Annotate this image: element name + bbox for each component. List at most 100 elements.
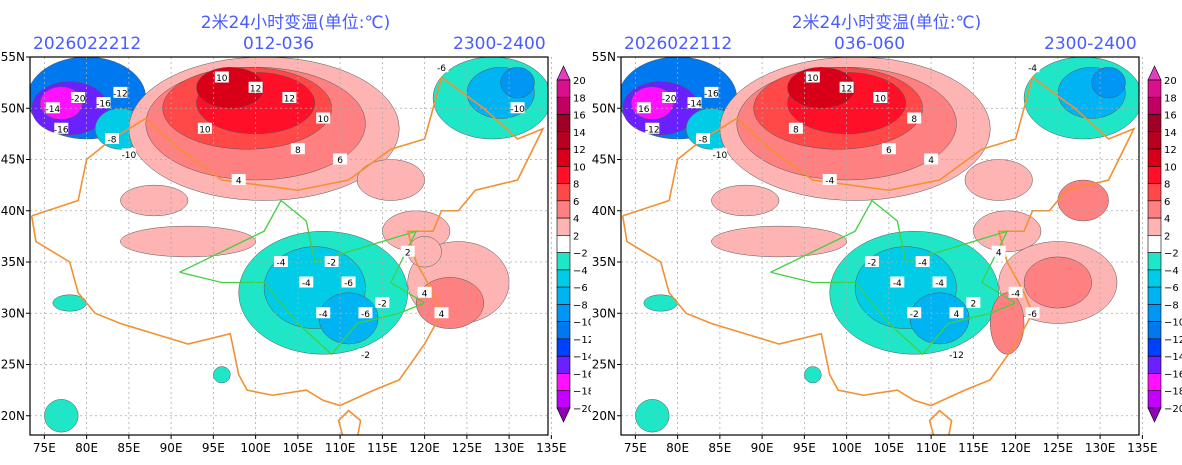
contour-label: -4: [302, 279, 311, 289]
valid-range: 2300-2400: [1044, 34, 1137, 54]
contour-label-bg: [71, 92, 86, 103]
contour-label-bg: [991, 245, 1006, 257]
colorbar-segment: [1147, 96, 1162, 115]
colorbar-label: 12: [573, 145, 586, 156]
colorbar-label: 20: [1164, 76, 1177, 87]
contour-label-bg: [695, 133, 710, 144]
colorbar-label: −8: [1164, 300, 1179, 311]
contour-label: 12: [250, 84, 261, 94]
contour-label: -16: [704, 89, 719, 99]
colorbar-label: −2: [1164, 249, 1179, 260]
contour-label-bg: [324, 256, 339, 267]
colorbar-label: 12: [1164, 145, 1177, 156]
contour-label-bg: [645, 122, 660, 134]
temperature-change-area: [711, 225, 847, 258]
contour-label-bg: [1025, 61, 1040, 73]
contour-label: 4: [996, 248, 1002, 258]
lat-tick-label: 20N: [592, 409, 616, 423]
colorbar-segment: [556, 355, 571, 374]
colorbar-segment: [1147, 304, 1162, 322]
colorbar-segment: [1147, 131, 1162, 150]
contour-label: 8: [295, 146, 301, 156]
contour-label: 10: [216, 74, 228, 84]
contour-label: -20: [71, 95, 86, 105]
colorbar-label: 18: [573, 93, 586, 104]
contour-label: -10: [510, 105, 525, 115]
contour-label-bg: [712, 148, 727, 160]
contour-label-bg: [805, 71, 820, 83]
colorbar-label: 10: [1164, 162, 1177, 173]
contour-label: 8: [911, 115, 917, 125]
contour-label: 4: [439, 310, 445, 320]
contour-label: 10: [875, 95, 887, 105]
contour-label-bg: [924, 153, 939, 165]
contour-label-bg: [45, 102, 60, 114]
colorbar-label: −4: [1164, 266, 1179, 277]
colorbar-segment: [556, 166, 571, 184]
lat-tick-label: 25N: [1, 358, 25, 372]
right-map-panel: 2米24小时变温(单位:℃) 2026022112 036-060 2300-2…: [591, 0, 1182, 465]
lon-tick-label: 120E: [1000, 441, 1031, 455]
forecast-range: 012-036: [243, 34, 315, 54]
colorbar-segment: [1147, 79, 1162, 98]
contour-label: 8: [793, 125, 799, 135]
contour-label: -4: [935, 279, 944, 289]
colorbar-label: −12: [573, 335, 591, 346]
contour-label: -6: [344, 279, 353, 289]
contour-label: -14: [687, 100, 702, 110]
contour-label-bg: [400, 245, 415, 257]
lon-tick-label: 135E: [536, 441, 567, 455]
contour-label-bg: [687, 97, 702, 109]
contour-label-bg: [214, 71, 229, 83]
colorbar-segment: [1147, 114, 1162, 133]
contour-label: -4: [918, 259, 927, 269]
contour-label: 2: [970, 300, 976, 310]
colorbar-label: −6: [573, 283, 588, 294]
colorbar-top-arrow: [556, 65, 571, 81]
lon-tick-label: 100E: [240, 441, 271, 455]
colorbar-label: 18: [1164, 93, 1177, 104]
contour-label-bg: [788, 122, 803, 134]
colorbar-segment: [556, 235, 571, 253]
map-title: 2米24小时变温(单位:℃): [200, 13, 391, 33]
colorbar-segment: [556, 183, 571, 202]
lat-tick-label: 20N: [1, 409, 25, 423]
contour-label: -2: [910, 310, 919, 320]
colorbar-segment: [556, 131, 571, 150]
colorbar-label: −14: [1164, 352, 1182, 363]
contour-label-bg: [915, 256, 930, 267]
colorbar-label: −20: [573, 404, 591, 415]
lat-tick-label: 40N: [1, 204, 25, 218]
contour-label-bg: [704, 86, 719, 98]
lon-tick-label: 115E: [367, 441, 398, 455]
lat-tick-label: 50N: [592, 101, 616, 115]
colorbar-segment: [556, 114, 571, 133]
colorbar-label: −10: [573, 318, 591, 329]
lat-tick-label: 55N: [592, 50, 616, 64]
lon-tick-label: 105E: [874, 441, 905, 455]
contour-label-bg: [890, 276, 905, 288]
contour-label: -8: [107, 136, 116, 146]
colorbar-label: −16: [573, 369, 591, 380]
colorbar-label: 6: [573, 197, 579, 208]
contour-label: 10: [199, 125, 211, 135]
contour-label-bg: [273, 256, 288, 267]
contour-label-bg: [316, 112, 331, 124]
colorbar-segment: [1147, 217, 1162, 236]
colorbar-segment: [556, 338, 571, 357]
lat-tick-label: 30N: [592, 306, 616, 320]
contour-label-bg: [341, 276, 356, 288]
contour-label: 2: [405, 248, 411, 258]
temperature-change-area: [415, 277, 485, 329]
colorbar-label: 8: [1164, 180, 1170, 191]
plot-frame: [29, 56, 549, 436]
lat-tick-label: 40N: [592, 204, 616, 218]
temperature-change-area: [711, 184, 780, 217]
contour-label-bg: [113, 86, 128, 98]
colorbar-segment: [556, 286, 571, 305]
colorbar-label: 4: [1164, 214, 1170, 225]
contour-label-bg: [375, 297, 390, 308]
contour-label: -4: [319, 310, 328, 320]
temperature-change-area: [909, 292, 970, 345]
